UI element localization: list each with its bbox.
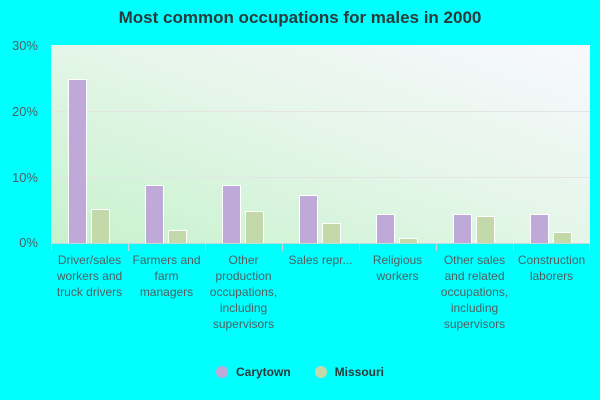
x-axis-label: Sales repr... [288,253,353,267]
bar-missouri[interactable] [168,230,187,243]
bar-carytown[interactable] [299,195,318,243]
x-axis-label: Driver/sales workers and truck drivers [56,253,123,299]
chart-title: Most common occupations for males in 200… [118,8,482,27]
legend: Carytown Missouri [0,365,600,379]
legend-item-carytown[interactable]: Carytown [215,365,291,379]
bar-missouri[interactable] [91,209,110,243]
x-tick-separator [436,243,437,251]
carytown-swatch-icon [215,366,228,378]
bar-missouri[interactable] [553,232,572,243]
x-axis [51,243,590,244]
x-tick-separator [128,243,129,251]
y-tick-20: 20% [11,104,38,119]
x-tick-separator [282,243,283,251]
legend-label-missouri: Missouri [334,365,385,379]
bar-carytown[interactable] [145,185,164,243]
missouri-swatch-icon [314,366,327,378]
x-axis-label: Other production occupations, including … [209,253,278,331]
y-tick-0: 0% [19,235,38,250]
x-tick-separator [205,243,206,251]
x-tick-separator [359,243,360,251]
gridline-10 [51,177,590,178]
bar-missouri[interactable] [322,223,341,243]
x-axis-label: Farmers and farm managers [132,253,201,299]
bar-carytown[interactable] [222,185,241,243]
x-axis-label: Religious workers [372,253,423,283]
x-axis-label: Other sales and related occupations, inc… [440,253,509,331]
bar-missouri[interactable] [476,216,495,243]
legend-item-missouri[interactable]: Missouri [314,365,385,379]
x-axis-label: Construction laborers [517,253,586,283]
plot-area [51,45,590,243]
bar-carytown[interactable] [530,214,549,243]
gridline-20 [51,111,590,112]
x-tick-separator [513,243,514,251]
x-tick-separator [589,243,590,251]
y-tick-30: 30% [11,38,38,53]
bar-carytown[interactable] [68,79,87,243]
legend-label-carytown: Carytown [235,365,291,379]
x-tick-separator [51,243,52,251]
bar-missouri[interactable] [245,211,264,243]
bar-carytown[interactable] [453,214,472,243]
bar-missouri[interactable] [399,238,418,243]
y-tick-10: 10% [11,170,38,185]
bar-carytown[interactable] [376,214,395,243]
